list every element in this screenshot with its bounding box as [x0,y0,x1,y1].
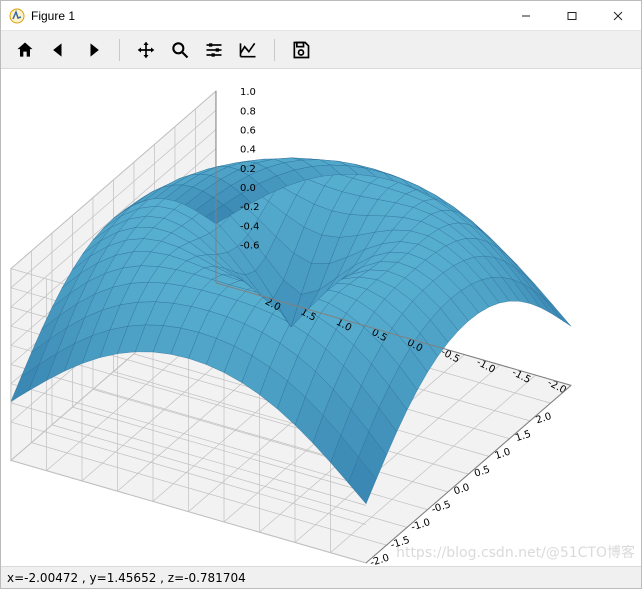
minimize-button[interactable] [503,1,549,30]
svg-text:-0.4: -0.4 [240,221,260,232]
matplotlib-toolbar [1,31,641,69]
window-titlebar: Figure 1 [1,1,641,31]
app-icon [9,8,25,24]
toolbar-separator [119,39,120,61]
svg-text:0.4: 0.4 [240,145,256,156]
toolbar-separator [274,39,275,61]
window-title: Figure 1 [31,9,503,23]
save-button[interactable] [285,35,317,65]
zoom-button[interactable] [164,35,196,65]
svg-text:-0.2: -0.2 [240,202,260,213]
close-button[interactable] [595,1,641,30]
surface-plot: -2.0-1.5-1.0-0.50.00.51.01.52.0-2.0-1.5-… [1,69,641,566]
configure-subplots-button[interactable] [198,35,230,65]
edit-axes-button[interactable] [232,35,264,65]
svg-text:-0.6: -0.6 [240,241,260,252]
svg-text:0.6: 0.6 [240,125,256,136]
forward-button[interactable] [77,35,109,65]
home-button[interactable] [9,35,41,65]
window-controls [503,1,641,30]
maximize-button[interactable] [549,1,595,30]
pan-button[interactable] [130,35,162,65]
plot-canvas[interactable]: -2.0-1.5-1.0-0.50.00.51.01.52.0-2.0-1.5-… [1,69,641,566]
statusbar: x=-2.00472 , y=1.45652 , z=-0.781704 [1,566,641,588]
svg-text:0.0: 0.0 [240,183,256,194]
coord-readout: x=-2.00472 , y=1.45652 , z=-0.781704 [7,571,246,585]
svg-text:0.2: 0.2 [240,164,256,175]
back-button[interactable] [43,35,75,65]
svg-text:1.0: 1.0 [240,87,256,98]
svg-text:0.8: 0.8 [240,106,256,117]
